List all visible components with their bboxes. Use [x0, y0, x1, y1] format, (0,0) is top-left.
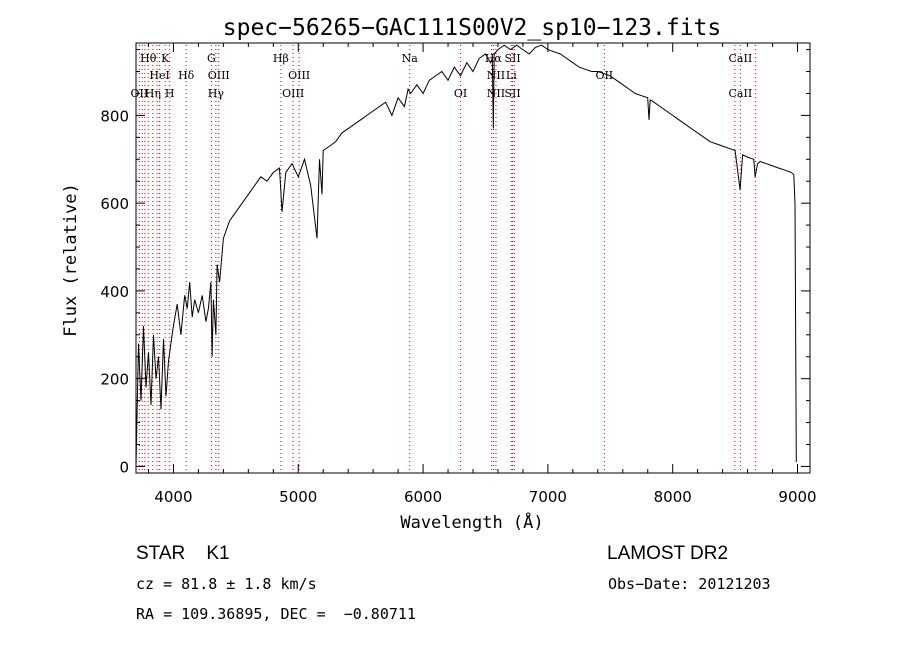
axis-ticks: [136, 43, 810, 473]
y-tick-label: 600: [100, 195, 129, 213]
spectral-line-label: OIII: [208, 69, 230, 82]
sky-coordinates: RA = 109.36895, DEC = −0.80711: [136, 605, 416, 623]
spectral-line-labels: OII Hθ Hη HeI K HHδ G Hγ OIII Hβ OIII OIII Na OI Hα NII…: [131, 52, 753, 100]
spectral-line-label: CaII: [729, 52, 753, 65]
spectral-line-label: HeI: [149, 69, 169, 82]
tick-labels: 4000 5000 6000 7000 8000 9000 0 200 400 600 800: [100, 107, 816, 506]
chart-title: spec−56265−GAC111S00V2_sp10−123.fits: [223, 15, 722, 41]
y-tick-label: 0: [119, 458, 129, 476]
spectral-line-label: Hη: [145, 87, 161, 100]
spectral-line-label: H: [165, 87, 175, 100]
x-tick-label: 9000: [778, 488, 816, 506]
spectral-line-label: Hδ: [178, 69, 195, 82]
redshift-velocity: cz = 81.8 ± 1.8 km/s: [136, 575, 317, 593]
x-tick-label: 8000: [654, 488, 692, 506]
survey-name: LAMOST DR2: [607, 543, 729, 564]
spectral-line-label: Hα: [485, 52, 503, 65]
spectral-line-label: Hγ: [208, 87, 225, 100]
x-axis-label: Wavelength (Å): [400, 511, 543, 533]
x-tick-label: 6000: [404, 488, 442, 506]
spectral-line-label: OIII: [282, 87, 304, 100]
spectral-line-label: Na: [402, 52, 419, 65]
observation-date: Obs−Date: 20121203: [608, 575, 771, 593]
spectral-line-label: NII: [487, 69, 505, 82]
x-tick-label: 7000: [529, 488, 567, 506]
spectral-line-label: SII: [504, 87, 520, 100]
spectral-line-label: Li: [506, 69, 517, 82]
spectral-line-label: SII: [504, 52, 520, 65]
plot-frame: [135, 42, 811, 474]
spectral-line-label: OI: [454, 87, 467, 100]
y-tick-label: 400: [100, 283, 129, 301]
spectral-line-label: OIII: [288, 69, 310, 82]
spectral-line-label: OII: [131, 87, 149, 100]
x-tick-label: 4000: [154, 488, 192, 506]
y-axis-label: Flux (relative): [61, 183, 81, 337]
spectral-line-label: Hθ: [140, 52, 157, 65]
y-tick-label: 200: [100, 371, 129, 389]
spectrum-series: [135, 44, 797, 467]
spectral-line-markers: [138, 45, 756, 473]
object-class: STAR K1: [136, 543, 230, 564]
spectral-line-label: NII: [487, 87, 505, 100]
spectral-line-label: G: [207, 52, 216, 65]
spectral-line-label: CaII: [729, 87, 753, 100]
spectral-line-label: K: [161, 52, 170, 65]
spectrum-line: [135, 44, 797, 467]
spectral-line-label: Hβ: [273, 52, 289, 65]
spectral-line-label: OII: [595, 69, 613, 82]
x-tick-label: 5000: [279, 488, 317, 506]
y-tick-label: 800: [100, 107, 129, 125]
